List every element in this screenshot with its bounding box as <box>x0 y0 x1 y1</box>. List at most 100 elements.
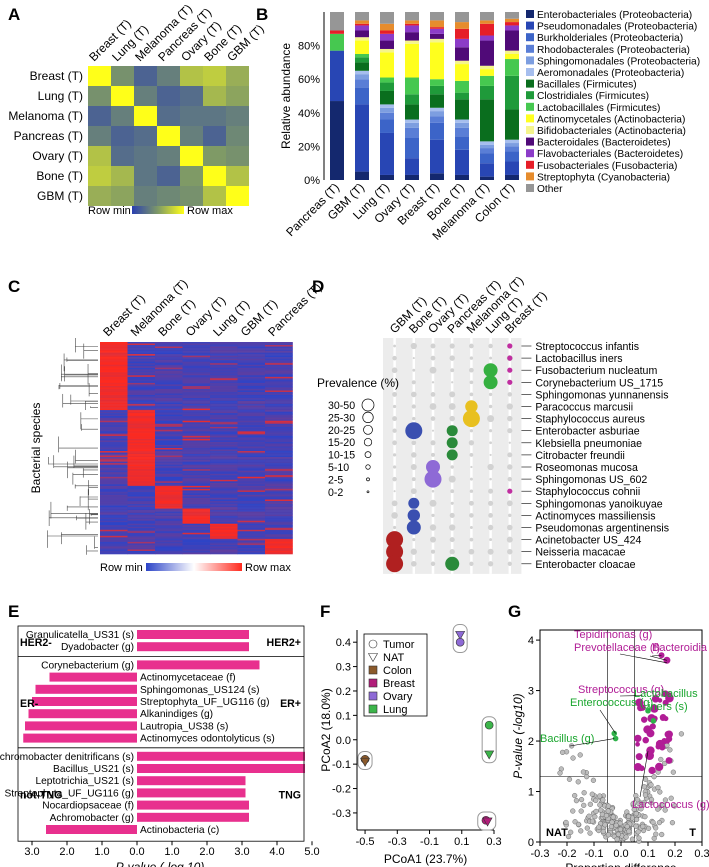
x-tick-label: 3.0 <box>24 846 39 858</box>
heat-cell <box>100 416 128 419</box>
heat-cell <box>210 425 238 428</box>
background-dot <box>430 452 436 457</box>
heat-cell <box>237 504 266 506</box>
heat-cell <box>237 496 266 499</box>
heat-cell <box>237 416 266 419</box>
heat-cell <box>100 361 128 364</box>
bar-segment <box>455 60 469 65</box>
volcano-point <box>566 776 573 782</box>
y-axis-label: Relative abundance <box>279 43 293 149</box>
heat-cell <box>265 469 293 472</box>
x-tick-label: 2.0 <box>199 846 214 858</box>
heat-cell <box>100 496 128 499</box>
heat-cell <box>237 464 266 467</box>
background-dot <box>392 355 397 361</box>
heat-cell <box>134 126 157 146</box>
legend-entry: Flavobacteriales (Bacteroidetes) <box>537 149 683 160</box>
background-dot <box>430 392 436 397</box>
heat-cell <box>237 452 266 455</box>
heat-cell <box>237 520 266 523</box>
heat-cell <box>127 401 156 403</box>
heat-cell <box>210 420 238 423</box>
heat-cell <box>155 363 183 366</box>
heat-cell <box>127 499 156 502</box>
heat-cell <box>237 438 266 441</box>
heat-cell <box>155 399 183 402</box>
background-dot <box>469 429 474 433</box>
heat-cell <box>265 426 293 429</box>
heat-cell <box>157 66 180 86</box>
heat-cell <box>100 426 128 429</box>
row-label: GBM (T) <box>37 189 83 203</box>
heat-cell <box>182 434 211 437</box>
heat-cell <box>226 66 249 86</box>
heat-cell <box>210 449 238 452</box>
heat-cell <box>127 475 156 478</box>
heat-cell <box>237 444 266 447</box>
heat-cell <box>237 478 266 481</box>
bar-segment <box>480 65 494 70</box>
legend-swatch <box>526 102 534 111</box>
heat-cell <box>155 357 183 359</box>
bar-segment <box>405 122 419 128</box>
heat-cell <box>100 485 128 488</box>
bar-segment <box>380 23 394 31</box>
heat-cell <box>210 507 238 509</box>
heat-cell <box>100 464 128 467</box>
heat-cell <box>155 485 183 488</box>
significant-point <box>645 707 651 714</box>
significant-point <box>657 698 663 703</box>
heat-cell <box>237 544 266 547</box>
heat-cell <box>265 460 293 462</box>
heat-cell <box>180 66 203 86</box>
heat-cell <box>265 354 293 356</box>
heat-cell <box>182 422 211 425</box>
heat-cell <box>265 370 293 373</box>
heat-cell <box>100 494 128 497</box>
heat-cell <box>265 472 293 475</box>
species-label: Enterobacter cloacae <box>535 559 635 571</box>
heat-cell <box>127 496 156 499</box>
pvalue-bar <box>137 751 305 761</box>
heat-cell <box>182 461 211 464</box>
heat-cell <box>265 478 293 481</box>
volcano-point <box>570 808 576 814</box>
significant-point <box>638 765 645 772</box>
bar-segment <box>355 40 369 54</box>
heat-cell <box>155 504 183 506</box>
heat-cell <box>100 437 128 440</box>
heat-cell <box>127 395 156 397</box>
heat-cell <box>210 417 238 420</box>
heat-cell <box>155 370 183 373</box>
legend-swatch <box>526 44 534 53</box>
heat-cell <box>155 494 183 497</box>
heat-cell <box>237 434 266 437</box>
heat-cell <box>182 372 211 375</box>
heat-cell <box>155 460 183 462</box>
heat-cell <box>100 531 128 534</box>
heat-cell <box>237 428 266 431</box>
heat-cell <box>182 528 211 531</box>
background-dot <box>430 536 436 543</box>
heat-cell <box>265 343 293 346</box>
heat-cell <box>127 405 156 408</box>
bar-segment <box>430 20 444 28</box>
heat-cell <box>155 414 183 417</box>
volcano-point <box>640 802 646 808</box>
heat-cell <box>127 357 156 359</box>
y-tick-label: -0.3 <box>332 808 351 820</box>
heat-cell <box>127 396 156 399</box>
background-dot <box>506 500 513 507</box>
volcano-point <box>575 779 581 785</box>
y-tick-label: 60% <box>298 74 320 86</box>
heat-cell <box>100 375 128 378</box>
heat-cell <box>210 496 238 499</box>
pvalue-bar <box>137 630 249 639</box>
heat-cell <box>210 440 238 443</box>
y-tick-label: 40% <box>298 108 320 120</box>
volcano-point <box>630 801 636 807</box>
prevalence-dot <box>507 355 513 361</box>
prevalence-dot <box>386 543 404 561</box>
heat-cell <box>182 472 211 475</box>
annotation-leader <box>569 738 615 747</box>
